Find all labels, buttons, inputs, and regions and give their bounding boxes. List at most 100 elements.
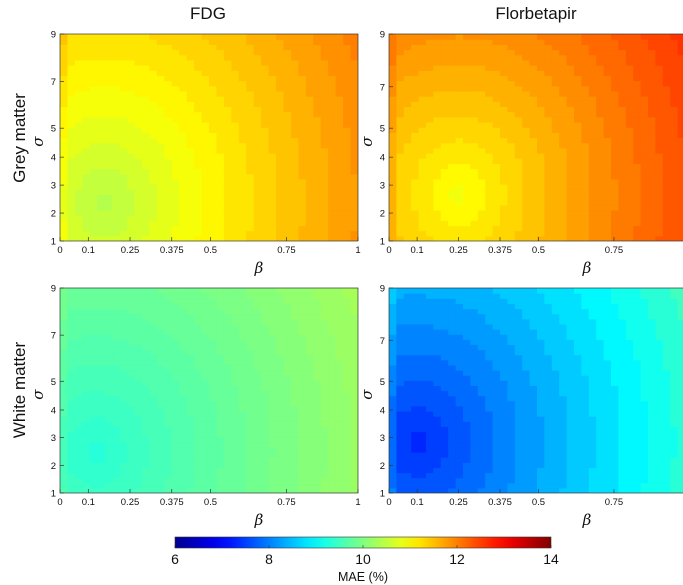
heatmap-cell: [134, 467, 143, 474]
heatmap-cell: [89, 39, 98, 45]
heatmap-cell: [194, 303, 203, 310]
heatmap-cell: [514, 111, 523, 118]
heatmap-cell: [127, 147, 136, 154]
heatmap-cell: [179, 49, 188, 56]
heatmap-cell: [403, 421, 412, 427]
heatmap-cell: [141, 349, 150, 356]
heatmap-cell: [82, 380, 91, 386]
heatmap-cell: [648, 163, 656, 170]
heatmap-cell: [60, 472, 69, 479]
heatmap-cell: [216, 194, 225, 201]
heatmap-cell: [112, 85, 121, 92]
heatmap-cell: [396, 446, 405, 453]
heatmap-cell: [156, 354, 165, 361]
heatmap-cell: [290, 153, 299, 159]
heatmap-cell: [127, 75, 136, 82]
heatmap-cell: [396, 204, 405, 211]
heatmap-cell: [433, 204, 442, 211]
heatmap-cell: [246, 462, 255, 468]
heatmap-cell: [320, 158, 329, 164]
heatmap-cell: [276, 452, 285, 458]
heatmap-cell: [492, 168, 501, 175]
heatmap-cell: [350, 49, 358, 56]
heatmap-cell: [171, 85, 180, 92]
heatmap-cell: [89, 80, 98, 87]
heatmap-cell: [89, 472, 98, 479]
heatmap-cell: [238, 288, 247, 294]
heatmap-cell: [179, 153, 188, 159]
heatmap-cell: [640, 168, 649, 175]
heatmap-cell: [238, 59, 247, 66]
heatmap-cell: [426, 215, 434, 221]
heatmap-cell: [625, 96, 634, 102]
heatmap-cell: [194, 411, 203, 417]
heatmap-cell: [209, 416, 218, 422]
heatmap-cell: [194, 158, 203, 164]
heatmap-cell: [320, 431, 329, 438]
heatmap-cell: [127, 194, 136, 201]
heatmap-cell: [216, 375, 225, 381]
heatmap-cell: [104, 390, 113, 397]
heatmap-cell: [403, 204, 412, 211]
heatmap-cell: [396, 436, 405, 443]
heatmap-cell: [485, 34, 494, 40]
heatmap-cell: [194, 467, 203, 474]
heatmap-cell: [290, 303, 299, 310]
heatmap-cell: [223, 487, 232, 493]
heatmap-cell: [335, 339, 344, 345]
heatmap-cell: [290, 39, 299, 45]
heatmap-cell: [171, 184, 180, 190]
heatmap-cell: [82, 400, 91, 407]
heatmap-cell: [119, 127, 128, 133]
heatmap-cell: [97, 121, 106, 128]
heatmap-cell: [238, 426, 247, 433]
heatmap-cell: [298, 364, 307, 371]
heatmap-cell: [156, 482, 165, 489]
heatmap-cell: [522, 235, 531, 241]
heatmap-cell: [156, 194, 165, 201]
heatmap-cell: [662, 116, 671, 123]
heatmap-cell: [164, 303, 173, 310]
heatmap-cell: [522, 225, 531, 232]
heatmap-cell: [112, 147, 121, 154]
y-axis-label: σ: [358, 136, 376, 147]
heatmap-cell: [164, 153, 173, 159]
heatmap-cell: [201, 44, 210, 51]
heatmap-cell: [640, 59, 649, 66]
heatmap-cell: [492, 153, 501, 159]
heatmap-cell: [529, 44, 538, 51]
heatmap-cell: [470, 96, 479, 102]
heatmap-cell: [179, 334, 188, 340]
x-tick-label: 0.1: [411, 245, 424, 256]
heatmap-cell: [82, 344, 91, 351]
heatmap-cell: [396, 39, 405, 45]
heatmap-cell: [343, 137, 352, 144]
heatmap-cell: [551, 101, 560, 108]
heatmap-cell: [97, 426, 106, 433]
heatmap-cell: [335, 44, 344, 51]
heatmap-cell: [522, 59, 531, 66]
heatmap-cell: [426, 90, 434, 97]
heatmap-cell: [156, 467, 165, 474]
heatmap-cell: [253, 90, 262, 97]
heatmap-cell: [216, 395, 225, 402]
heatmap-cell: [209, 34, 218, 40]
heatmap-cell: [82, 487, 91, 493]
heatmap-cell: [127, 132, 136, 139]
y-tick-label: 2: [51, 461, 56, 472]
heatmap-cell: [544, 168, 553, 175]
heatmap-cell: [350, 334, 358, 340]
heatmap-cell: [179, 298, 188, 304]
heatmap-cell: [655, 194, 664, 201]
heatmap-cell: [343, 80, 352, 87]
heatmap-cell: [60, 308, 69, 315]
heatmap-cell: [328, 411, 337, 417]
heatmap-cell: [276, 184, 285, 190]
heatmap-cell: [246, 147, 255, 154]
heatmap-cell: [463, 158, 471, 164]
heatmap-cell: [149, 168, 158, 175]
heatmap-cell: [127, 452, 136, 458]
heatmap-cell: [82, 121, 91, 128]
heatmap-cell: [186, 90, 195, 97]
heatmap-cell: [290, 142, 299, 149]
